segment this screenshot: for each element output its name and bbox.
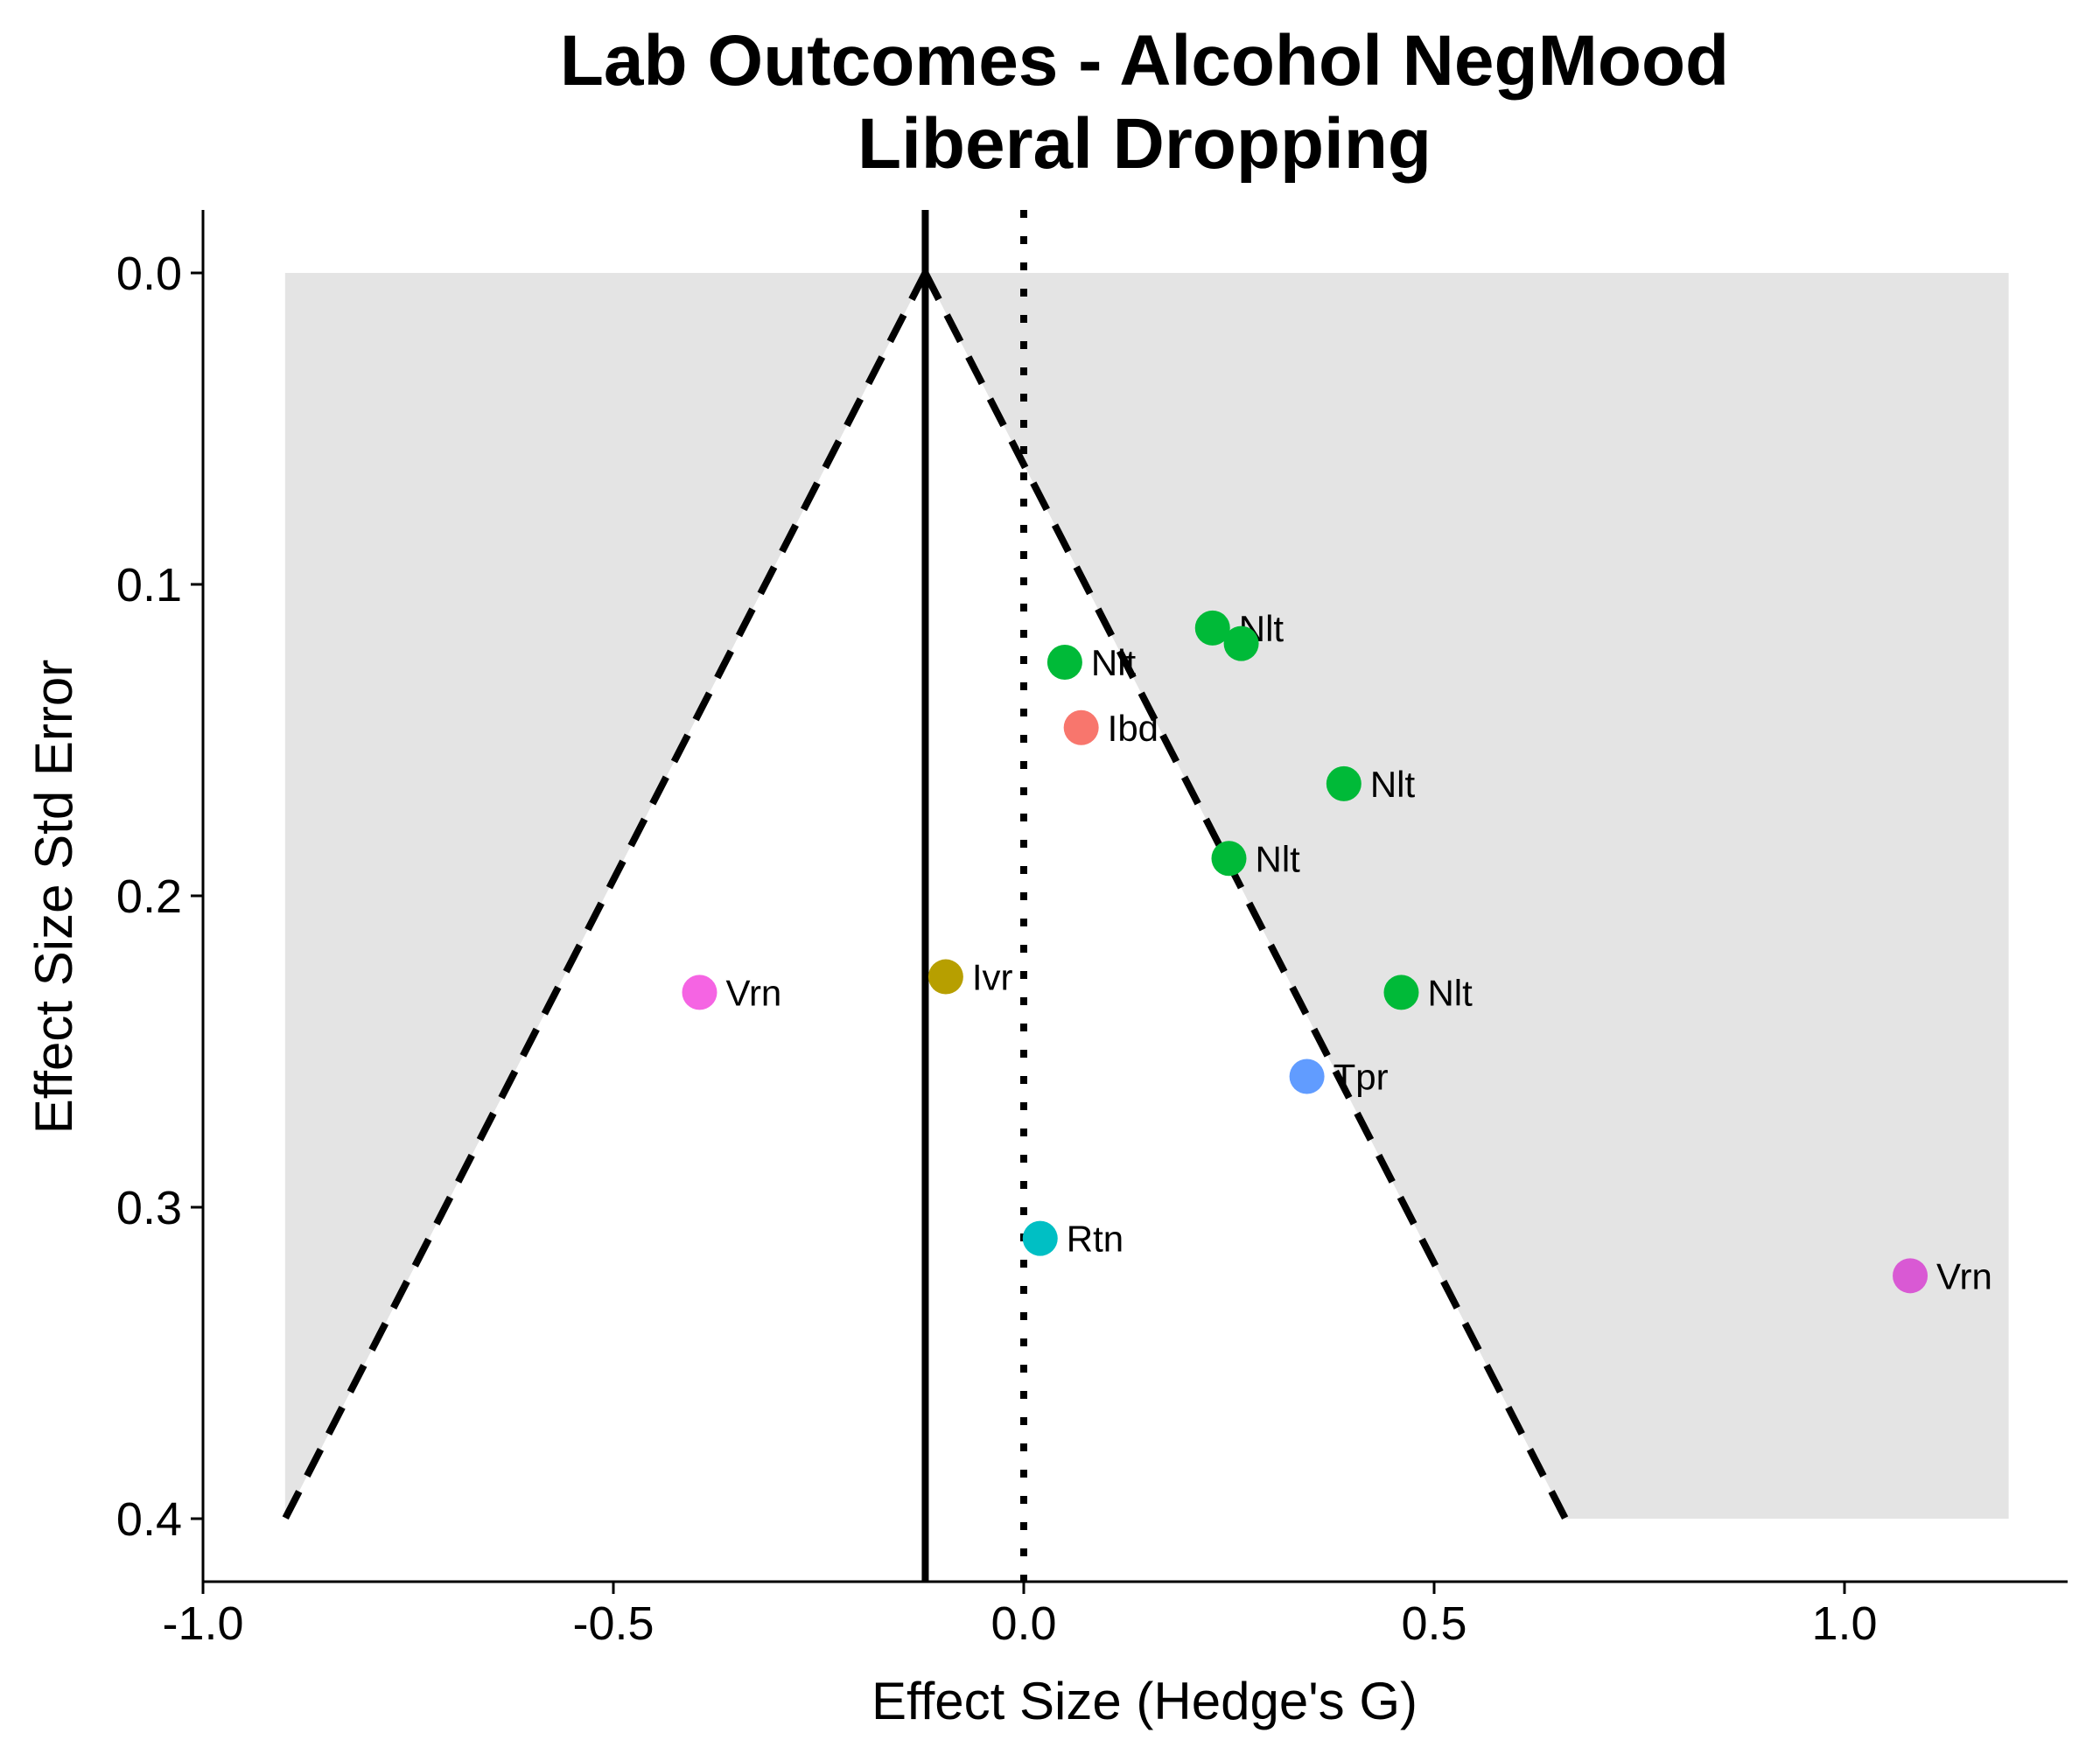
x-tick-label: 1.0 [1811, 1597, 1877, 1650]
data-point [1893, 1258, 1928, 1294]
data-point [1223, 625, 1259, 661]
y-tick-label: 0.0 [116, 248, 182, 300]
x-tick-label: -1.0 [162, 1597, 243, 1650]
point-label: Rtn [1067, 1219, 1124, 1260]
data-point [1289, 1059, 1325, 1094]
y-tick-label: 0.1 [116, 559, 182, 611]
point-label: Nlt [1091, 642, 1137, 683]
point-label: Vrn [725, 972, 781, 1013]
data-point [1046, 645, 1082, 680]
point-label: Ivr [972, 957, 1013, 998]
axes: -1.0 -0.5 0.0 0.5 1.0 0.0 0.1 0.2 0.3 0.4 [116, 210, 2068, 1650]
data-point [1211, 841, 1247, 877]
point-label: Vrn [1936, 1255, 1992, 1296]
x-tick-label: 0.5 [1401, 1597, 1466, 1650]
y-axis-title: Effect Size Std Error [24, 660, 83, 1134]
y-tick-label: 0.3 [116, 1182, 182, 1234]
x-axis-title: Effect Size (Hedge's G) [872, 1672, 1418, 1730]
data-point [1022, 1220, 1058, 1256]
point-label: Ibd [1108, 708, 1158, 749]
x-tick-label: -0.5 [572, 1597, 654, 1650]
data-point [682, 975, 718, 1010]
point-label: Nlt [1256, 838, 1301, 879]
y-tick-label: 0.4 [116, 1493, 182, 1546]
point-label: Tpr [1334, 1056, 1389, 1097]
title-line-1: Lab Outcomes - Alcohol NegMood [560, 21, 1729, 101]
data-point [1194, 610, 1230, 646]
data-point [1326, 765, 1362, 801]
chart-title: Lab Outcomes - Alcohol NegMood Liberal D… [560, 21, 1729, 184]
point-label: Nlt [1427, 972, 1473, 1013]
point-label: Nlt [1370, 764, 1416, 805]
title-line-2: Liberal Dropping [858, 104, 1432, 184]
data-point [1383, 975, 1419, 1010]
x-tick-label: 0.0 [990, 1597, 1056, 1650]
data-point [1063, 709, 1099, 745]
y-tick-label: 0.2 [116, 870, 182, 923]
data-point [928, 959, 963, 995]
